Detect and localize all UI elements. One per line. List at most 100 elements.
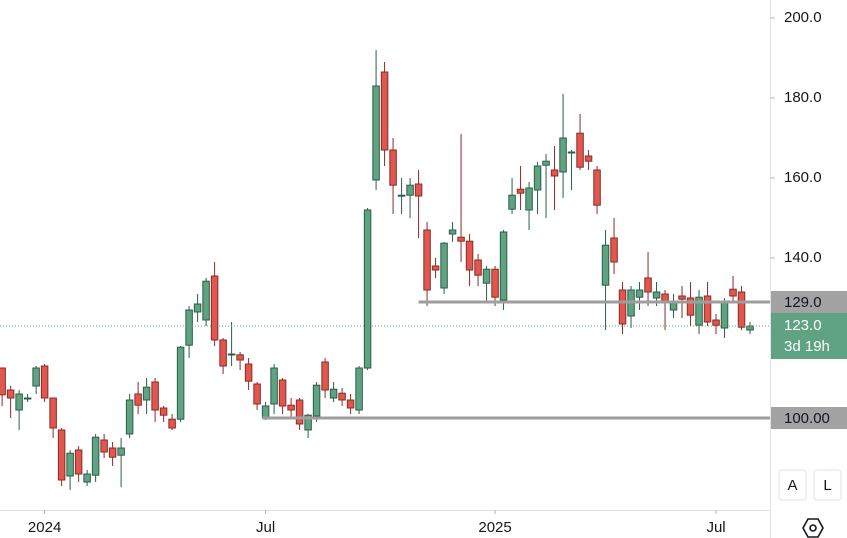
- last-price-label: 123.0: [784, 317, 822, 334]
- candle-body: [355, 367, 363, 411]
- candle-body: [678, 295, 686, 300]
- candle-body: [6, 389, 15, 399]
- candle-body: [270, 367, 278, 405]
- settings-icon: [802, 518, 824, 538]
- candle-body: [516, 188, 525, 194]
- candle-body: [729, 288, 737, 297]
- candle-body: [567, 151, 576, 154]
- candle-body: [644, 277, 652, 293]
- candle-body: [380, 71, 389, 151]
- candle-body: [253, 383, 261, 405]
- candle-body: [278, 379, 287, 407]
- level-label: 100.00: [784, 410, 830, 427]
- candle-body: [287, 404, 295, 411]
- candle-body: [618, 289, 627, 325]
- candle-body: [695, 296, 703, 326]
- last-price-box: [771, 313, 847, 359]
- candle-body: [746, 325, 754, 331]
- log-scale-label: L: [823, 477, 831, 494]
- candle-body: [474, 259, 482, 276]
- level-label-box: [771, 291, 847, 313]
- candle-body: [168, 418, 176, 429]
- candle-body: [703, 295, 712, 323]
- candle-body: [159, 407, 168, 416]
- candle-body: [329, 388, 338, 399]
- x-tick-label: 2025: [478, 519, 511, 536]
- candle-body: [185, 309, 193, 346]
- candle-body: [482, 268, 491, 284]
- candle-body: [448, 229, 457, 235]
- candle-body: [227, 353, 236, 356]
- candle-body: [23, 397, 32, 400]
- candle-body: [542, 160, 550, 166]
- level-label-box: [771, 407, 847, 429]
- candle-body: [108, 447, 117, 458]
- candle-body: [57, 429, 66, 481]
- candle-body: [125, 399, 134, 435]
- candle-body: [193, 303, 202, 313]
- candle-body: [49, 397, 57, 429]
- auto-scale-button[interactable]: [778, 469, 807, 501]
- candle-body: [414, 183, 423, 197]
- candle-body: [737, 291, 746, 328]
- candle-body: [117, 447, 125, 456]
- candle-body: [176, 346, 185, 420]
- candle-body: [236, 354, 244, 361]
- candle-body: [338, 392, 346, 401]
- candle-body: [244, 363, 253, 382]
- candle-body: [91, 436, 100, 476]
- candle-body: [15, 393, 23, 411]
- candle-body: [491, 268, 499, 298]
- candle-body: [457, 236, 465, 242]
- candle-body: [406, 184, 414, 196]
- candle-body: [261, 405, 270, 419]
- candle-body: [219, 339, 227, 367]
- candle-body: [304, 414, 312, 431]
- candle-body: [372, 85, 380, 181]
- candle-body: [720, 300, 729, 329]
- candle-body: [584, 155, 593, 162]
- candle-body: [397, 194, 406, 197]
- countdown-label: 3d 19h: [784, 338, 830, 355]
- candle-body: [83, 473, 91, 483]
- candle-body: [508, 194, 516, 210]
- candle-body: [312, 384, 321, 417]
- x-tick-label: 2024: [28, 519, 61, 536]
- settings-icon-center: [809, 524, 817, 532]
- candle-body: [321, 361, 329, 391]
- candle-body: [100, 439, 108, 453]
- candle-body: [346, 399, 355, 409]
- log-scale-button[interactable]: [813, 469, 842, 501]
- candle-body: [652, 291, 661, 299]
- candle-body: [210, 275, 219, 341]
- candle-body: [686, 297, 695, 316]
- settings-button[interactable]: [802, 518, 824, 538]
- candle-body: [712, 319, 720, 326]
- y-tick-label: 200.0: [784, 9, 822, 26]
- candle-body: [74, 449, 83, 475]
- candle-body: [202, 280, 210, 321]
- candle-body: [32, 367, 40, 387]
- candle-body: [559, 137, 567, 173]
- plot: 140.0 160.0 180.0 200.0 2024 Jul 2025 Jul 129.0 1…: [0, 9, 847, 536]
- candle-body: [389, 149, 397, 186]
- candle-body: [533, 165, 542, 191]
- candle-body: [576, 132, 584, 168]
- candle-body: [550, 169, 559, 177]
- candle-body: [151, 381, 159, 411]
- y-tick-label: 140.0: [784, 249, 822, 266]
- candle-body: [423, 229, 431, 291]
- candle-body: [40, 365, 49, 399]
- candle-body: [601, 244, 610, 286]
- auto-scale-label: A: [787, 477, 797, 494]
- x-tick-label: Jul: [256, 519, 275, 536]
- candle-body: [142, 386, 151, 401]
- candle-body: [610, 237, 618, 263]
- candle-body: [525, 187, 533, 211]
- y-tick-label: 180.0: [784, 89, 822, 106]
- candle-body: [465, 240, 474, 271]
- candle-body: [295, 399, 304, 425]
- x-tick-label: Jul: [706, 519, 725, 536]
